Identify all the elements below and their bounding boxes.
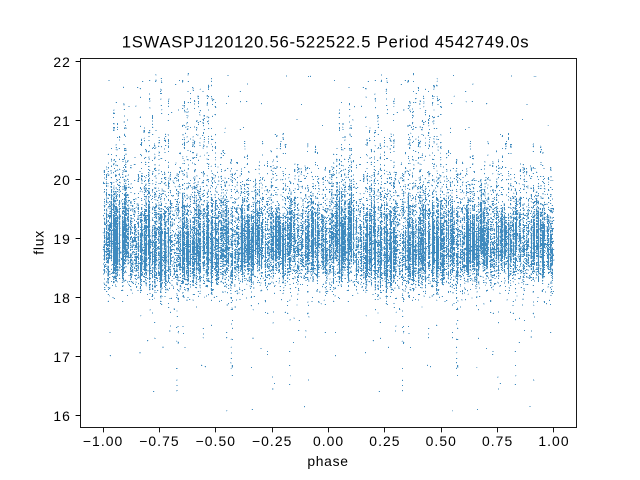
svg-text:flux: flux — [30, 230, 46, 255]
svg-text:18: 18 — [53, 290, 71, 306]
svg-text:−0.50: −0.50 — [196, 433, 236, 449]
svg-text:0.75: 0.75 — [482, 433, 513, 449]
svg-text:20: 20 — [53, 172, 71, 188]
svg-text:1.00: 1.00 — [538, 433, 569, 449]
svg-text:−0.75: −0.75 — [139, 433, 179, 449]
svg-text:21: 21 — [53, 113, 71, 129]
svg-text:16: 16 — [53, 408, 71, 424]
svg-text:17: 17 — [53, 349, 71, 365]
svg-text:phase: phase — [307, 453, 348, 469]
svg-text:−0.25: −0.25 — [252, 433, 292, 449]
svg-text:19: 19 — [53, 231, 71, 247]
svg-text:1SWASPJ120120.56-522522.5 Peri: 1SWASPJ120120.56-522522.5 Period 4542749… — [122, 33, 530, 52]
svg-text:22: 22 — [53, 54, 71, 70]
svg-text:0.25: 0.25 — [369, 433, 400, 449]
svg-text:0.50: 0.50 — [426, 433, 457, 449]
svg-text:−1.00: −1.00 — [83, 433, 123, 449]
svg-text:0.00: 0.00 — [313, 433, 344, 449]
